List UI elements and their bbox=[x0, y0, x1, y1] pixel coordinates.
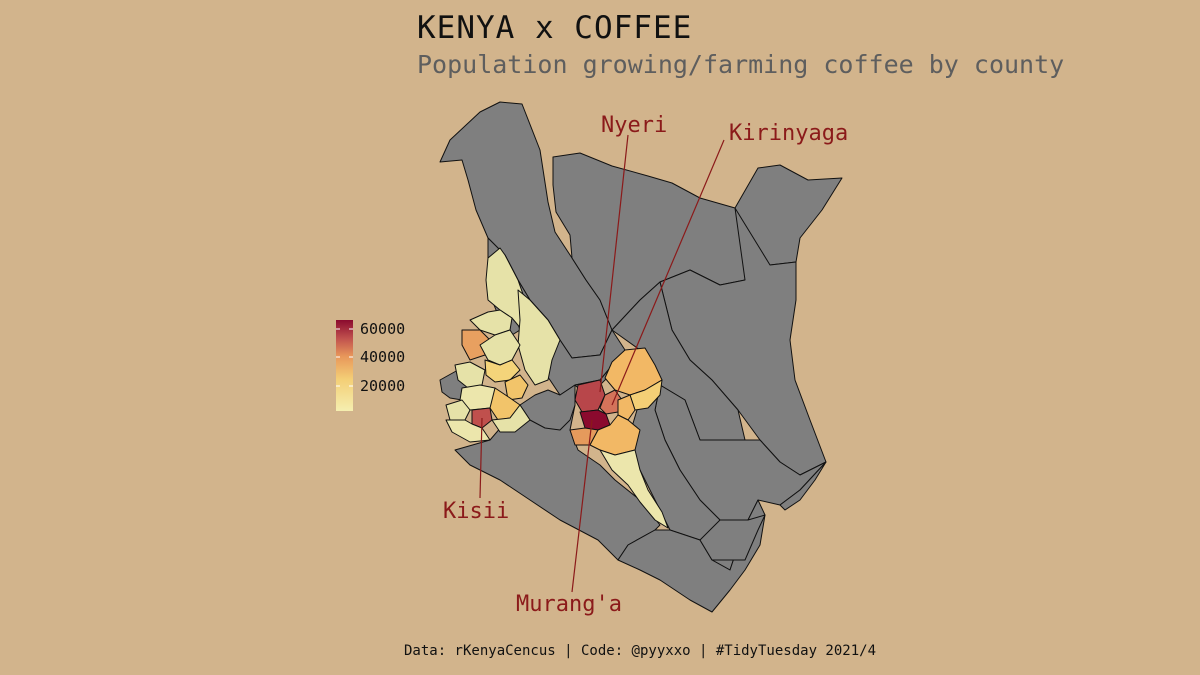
legend-ticks: 60000 40000 20000 bbox=[336, 320, 405, 395]
no-data-counties bbox=[439, 101, 843, 613]
callout-line-muranga bbox=[571, 419, 593, 593]
callout-line-kisii bbox=[479, 417, 483, 499]
callout-line-kirinyaga bbox=[611, 139, 725, 406]
county-light-west-3 bbox=[469, 309, 513, 336]
county-yellow-west-1 bbox=[484, 359, 521, 383]
map-caption: Data: rKenyaCencus | Code: @pyyxxo | #Ti… bbox=[403, 643, 876, 659]
county-taita-kwale-region bbox=[617, 514, 766, 613]
county-coast-kilifi-region bbox=[699, 514, 766, 561]
legend-colorbar: 60000 40000 20000 bbox=[336, 320, 405, 411]
map-title: KENYA x COFFEE bbox=[417, 10, 693, 46]
legend-tick-label: 20000 bbox=[360, 377, 405, 395]
callout-label-kisii: Kisii bbox=[443, 499, 509, 524]
county-embu-south bbox=[617, 394, 636, 421]
county-light-west-7 bbox=[445, 399, 471, 421]
county-nakuru-region bbox=[519, 384, 576, 431]
callout-line-nyeri bbox=[599, 134, 629, 393]
legend-tick-label: 60000 bbox=[360, 320, 405, 338]
county-lamu-region bbox=[779, 461, 827, 511]
legend-tick-label: 40000 bbox=[360, 348, 405, 366]
county-light-west-8 bbox=[445, 419, 491, 443]
legend-gradient-bar bbox=[336, 320, 353, 411]
county-makueni bbox=[599, 449, 669, 529]
callout-label-kirinyaga: Kirinyaga bbox=[729, 121, 848, 146]
county-machakos bbox=[589, 414, 641, 456]
coffee-counties bbox=[445, 247, 669, 529]
callout-label-muranga: Murang'a bbox=[516, 592, 622, 617]
callout-label-nyeri: Nyeri bbox=[601, 113, 667, 138]
county-light-west-4 bbox=[479, 329, 521, 366]
county-light-west-9 bbox=[491, 404, 531, 433]
county-light-west-2 bbox=[517, 289, 561, 386]
map-subtitle: Population growing/farming coffee by cou… bbox=[417, 50, 1065, 79]
callouts: Nyeri Kirinyaga Kisii Murang'a bbox=[443, 113, 848, 617]
